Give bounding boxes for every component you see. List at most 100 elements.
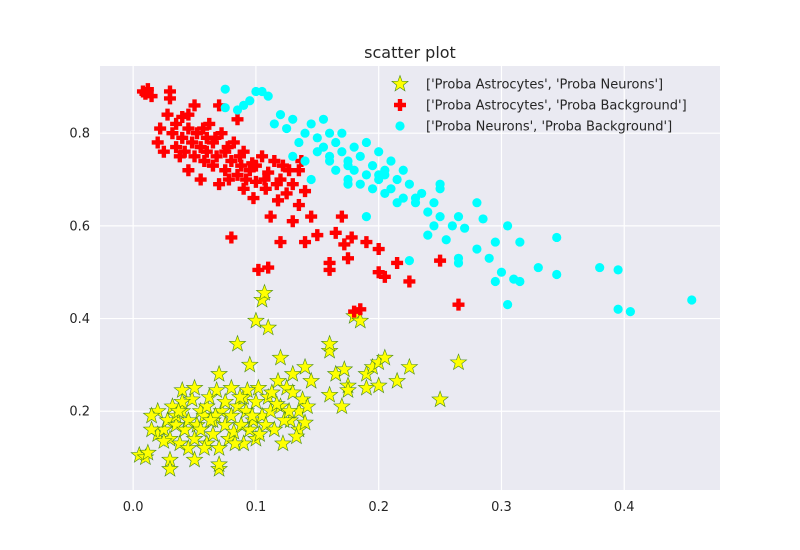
data-point <box>194 173 207 186</box>
data-point <box>490 276 500 287</box>
data-point <box>287 427 306 445</box>
data-point <box>136 85 149 98</box>
data-point <box>200 131 213 144</box>
data-point <box>276 159 289 172</box>
data-point <box>367 161 378 171</box>
data-point <box>252 263 265 276</box>
data-point <box>231 113 244 126</box>
data-point <box>490 237 500 247</box>
data-point <box>392 198 402 208</box>
data-point <box>613 265 623 275</box>
data-point <box>249 175 262 188</box>
data-point <box>354 303 367 316</box>
data-point <box>186 136 199 149</box>
legend-marker <box>391 74 409 92</box>
data-point <box>320 385 339 403</box>
data-point <box>478 214 488 224</box>
data-point <box>173 392 192 410</box>
data-point <box>274 236 287 249</box>
data-point <box>337 128 347 138</box>
data-point <box>283 364 302 382</box>
data-point <box>264 210 277 223</box>
data-point <box>176 110 189 123</box>
data-point <box>361 212 372 222</box>
legend-marker <box>394 99 406 111</box>
data-point <box>209 131 222 144</box>
data-point <box>161 459 179 477</box>
data-point <box>151 136 164 149</box>
data-point <box>515 237 525 247</box>
data-point <box>312 133 322 143</box>
data-point <box>552 232 562 243</box>
data-point <box>345 231 358 244</box>
data-point <box>348 305 361 318</box>
data-point <box>423 230 433 240</box>
data-point <box>263 91 273 101</box>
data-point <box>296 357 314 375</box>
data-point <box>256 150 269 163</box>
data-point <box>503 221 513 231</box>
data-point <box>185 429 204 447</box>
data-point <box>245 96 255 106</box>
data-point <box>355 179 365 189</box>
data-point <box>138 443 157 461</box>
data-point <box>268 154 281 167</box>
data-point <box>219 164 232 177</box>
data-point <box>375 348 394 366</box>
data-point <box>272 194 285 207</box>
y-tick-label: 0.6 <box>69 219 90 234</box>
data-point <box>447 221 457 231</box>
data-point <box>296 413 314 431</box>
data-point <box>197 397 216 415</box>
data-point <box>283 383 302 401</box>
data-point <box>484 253 494 263</box>
data-point <box>262 166 275 179</box>
y-tick-label: 0.8 <box>69 127 90 142</box>
data-point <box>178 145 191 158</box>
data-point <box>246 157 259 170</box>
data-point <box>331 165 341 175</box>
data-point <box>460 223 470 233</box>
data-point <box>300 156 310 166</box>
data-point <box>255 283 274 301</box>
data-point <box>453 212 464 222</box>
data-point <box>161 108 174 121</box>
data-point <box>300 128 310 138</box>
data-point <box>200 145 213 158</box>
x-tick-label: 0.4 <box>614 500 635 515</box>
data-point <box>288 151 298 161</box>
data-point <box>185 378 204 396</box>
data-point <box>472 198 482 208</box>
data-point <box>225 231 238 244</box>
data-point <box>374 147 384 157</box>
data-point <box>238 380 257 398</box>
data-point <box>324 156 335 166</box>
data-point <box>361 170 372 180</box>
data-point <box>434 254 447 267</box>
data-point <box>335 210 348 223</box>
data-point <box>216 392 235 410</box>
data-point <box>391 256 404 269</box>
data-point <box>221 141 234 154</box>
legend-label: ['Proba Astrocytes', 'Proba Neurons'] <box>426 78 663 93</box>
data-point <box>206 159 219 172</box>
data-point <box>372 266 385 279</box>
data-point <box>320 341 339 359</box>
data-point <box>286 178 299 191</box>
data-point <box>292 164 305 177</box>
data-point <box>179 438 198 456</box>
data-point <box>259 182 272 195</box>
data-point <box>342 252 354 265</box>
data-point <box>237 182 250 195</box>
data-point <box>533 262 543 273</box>
data-point <box>250 425 269 442</box>
data-point <box>369 376 388 394</box>
legend: ['Proba Astrocytes', 'Proba Neurons'] ['P… <box>391 74 687 135</box>
data-point <box>449 353 468 371</box>
data-point <box>173 150 186 163</box>
data-point <box>453 258 464 268</box>
data-point <box>139 87 152 100</box>
data-point <box>154 122 167 135</box>
data-point <box>243 164 256 177</box>
